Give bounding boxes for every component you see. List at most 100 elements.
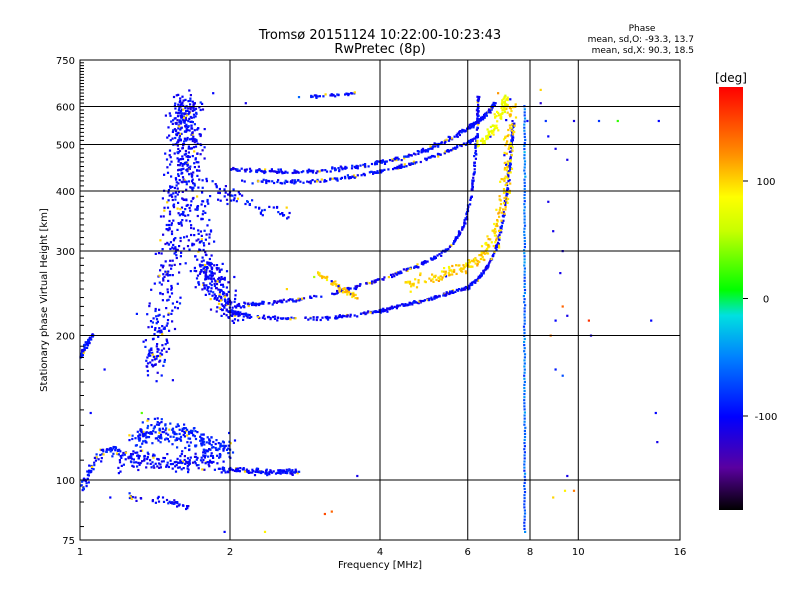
data-point bbox=[438, 253, 441, 256]
data-point bbox=[220, 283, 223, 286]
data-point bbox=[485, 252, 488, 255]
data-point bbox=[152, 453, 155, 456]
data-point bbox=[356, 315, 359, 318]
data-point bbox=[171, 198, 174, 202]
data-point bbox=[175, 438, 179, 441]
data-point bbox=[181, 181, 184, 184]
data-point bbox=[311, 179, 314, 182]
data-point bbox=[312, 316, 315, 319]
data-point bbox=[508, 191, 511, 194]
data-point bbox=[239, 306, 242, 309]
data-point bbox=[185, 162, 188, 166]
data-point bbox=[465, 262, 468, 265]
data-point bbox=[174, 247, 177, 250]
data-point bbox=[208, 292, 211, 296]
data-point bbox=[200, 442, 203, 445]
data-point bbox=[331, 167, 334, 170]
data-point bbox=[393, 158, 396, 161]
data-point bbox=[507, 172, 510, 175]
data-point bbox=[189, 204, 192, 207]
data-point bbox=[185, 180, 188, 183]
data-point bbox=[140, 411, 143, 415]
data-point bbox=[448, 136, 452, 139]
data-point bbox=[180, 120, 183, 123]
data-point bbox=[179, 255, 182, 258]
data-point bbox=[213, 297, 216, 300]
data-point bbox=[127, 457, 130, 460]
data-point bbox=[431, 258, 434, 261]
data-point bbox=[464, 270, 467, 273]
data-point bbox=[285, 300, 288, 303]
data-point bbox=[503, 95, 506, 98]
data-point bbox=[223, 312, 226, 315]
data-point bbox=[213, 272, 216, 275]
data-point bbox=[479, 274, 482, 277]
data-point bbox=[168, 329, 171, 332]
data-point bbox=[242, 318, 245, 321]
data-point bbox=[228, 431, 231, 435]
data-point bbox=[179, 128, 182, 131]
data-point bbox=[109, 447, 112, 450]
data-point bbox=[505, 199, 508, 202]
data-point bbox=[216, 454, 219, 457]
data-point bbox=[86, 470, 89, 473]
data-point bbox=[175, 463, 178, 467]
data-point bbox=[192, 135, 195, 138]
data-point bbox=[158, 281, 161, 284]
data-point bbox=[147, 436, 151, 439]
data-point bbox=[131, 453, 134, 456]
data-point bbox=[353, 176, 356, 179]
data-point bbox=[486, 137, 489, 140]
data-point bbox=[523, 169, 526, 172]
data-point bbox=[495, 239, 498, 242]
data-point bbox=[164, 114, 167, 117]
data-point bbox=[156, 417, 159, 420]
data-point bbox=[496, 120, 499, 123]
data-point bbox=[112, 445, 115, 449]
data-point bbox=[431, 273, 434, 276]
data-point bbox=[597, 119, 601, 123]
data-point bbox=[158, 431, 161, 434]
data-point bbox=[248, 203, 251, 206]
data-point bbox=[155, 380, 158, 383]
data-point bbox=[523, 252, 526, 255]
data-point bbox=[188, 206, 191, 210]
data-point bbox=[177, 103, 180, 106]
data-point bbox=[483, 116, 486, 119]
y-tick-label: 200 bbox=[56, 332, 75, 343]
data-point bbox=[186, 164, 189, 167]
data-point bbox=[235, 200, 238, 203]
data-point bbox=[282, 317, 285, 320]
data-point bbox=[178, 214, 181, 217]
data-point bbox=[153, 282, 156, 285]
data-point bbox=[162, 431, 166, 434]
data-point bbox=[159, 466, 162, 469]
data-point bbox=[444, 275, 448, 278]
data-point bbox=[154, 462, 157, 465]
data-point bbox=[468, 261, 472, 264]
data-point bbox=[188, 459, 191, 462]
data-point bbox=[448, 245, 451, 248]
colorbar-tick-label: 100 bbox=[756, 177, 775, 188]
data-point bbox=[409, 290, 412, 293]
data-point bbox=[196, 142, 199, 145]
data-point bbox=[473, 168, 476, 171]
data-point bbox=[177, 437, 180, 440]
data-point bbox=[486, 264, 489, 267]
data-point bbox=[523, 258, 526, 261]
data-point bbox=[433, 276, 436, 279]
data-point bbox=[170, 286, 173, 289]
data-point bbox=[414, 278, 417, 281]
data-point bbox=[498, 246, 501, 249]
data-point bbox=[219, 278, 222, 281]
data-point bbox=[231, 469, 235, 472]
data-point bbox=[174, 177, 177, 180]
data-point bbox=[493, 252, 496, 255]
data-point bbox=[238, 312, 241, 315]
data-point bbox=[493, 113, 496, 116]
data-point bbox=[411, 162, 415, 165]
data-point bbox=[210, 436, 213, 439]
data-point bbox=[468, 127, 471, 130]
data-point bbox=[142, 430, 145, 433]
